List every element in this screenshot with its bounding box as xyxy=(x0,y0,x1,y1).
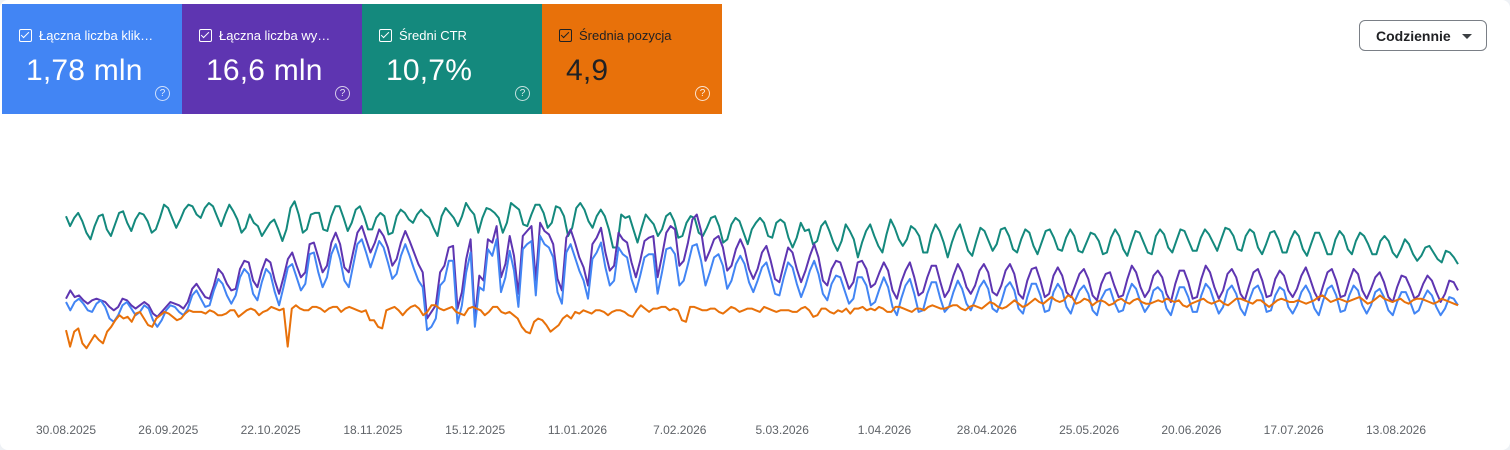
x-tick-label: 5.03.2026 xyxy=(756,423,810,437)
caret-down-icon xyxy=(1462,34,1472,39)
metric-value: 4,9 xyxy=(566,54,609,87)
metric-average-ctr[interactable]: Średni CTR 10,7% ? xyxy=(362,4,542,114)
granularity-dropdown[interactable]: Codziennie xyxy=(1359,20,1487,51)
metric-label: Średni CTR xyxy=(399,28,467,43)
x-tick-label: 13.08.2026 xyxy=(1366,423,1426,437)
metric-value: 10,7% xyxy=(386,54,473,87)
metric-total-clicks[interactable]: Łączna liczba klik… 1,78 mln ? xyxy=(2,4,182,114)
help-circle-icon[interactable]: ? xyxy=(695,86,710,101)
granularity-label: Codziennie xyxy=(1376,27,1451,44)
metric-tiles: Łączna liczba klik… 1,78 mln ? Łączna li… xyxy=(2,4,722,114)
checkbox-checked-icon[interactable] xyxy=(19,29,32,42)
x-tick-label: 1.04.2026 xyxy=(858,423,912,437)
series-line-2 xyxy=(65,235,1459,332)
x-tick-label: 17.07.2026 xyxy=(1264,423,1324,437)
checkbox-checked-icon[interactable] xyxy=(559,29,572,42)
metric-average-position[interactable]: Średnia pozycja 4,9 ? xyxy=(542,4,722,114)
metric-value: 1,78 mln xyxy=(26,54,143,87)
x-tick-label: 22.10.2025 xyxy=(241,423,301,437)
x-tick-label: 11.01.2026 xyxy=(548,423,607,437)
series-line-3 xyxy=(65,294,1459,350)
x-tick-label: 25.05.2026 xyxy=(1059,423,1119,437)
x-tick-label: 26.09.2025 xyxy=(138,423,198,437)
metric-total-impressions[interactable]: Łączna liczba wy… 16,6 mln ? xyxy=(182,4,362,114)
metric-header: Średni CTR xyxy=(379,28,534,43)
metric-header: Średnia pozycja xyxy=(559,28,714,43)
help-circle-icon[interactable]: ? xyxy=(155,86,170,101)
x-tick-label: 18.11.2025 xyxy=(343,423,402,437)
series-line-1 xyxy=(65,213,1459,320)
series-line-0 xyxy=(65,200,1459,265)
metric-label: Łączna liczba wy… xyxy=(219,28,331,43)
metric-label: Łączna liczba klik… xyxy=(39,28,154,43)
metric-label: Średnia pozycja xyxy=(579,28,672,43)
help-circle-icon[interactable]: ? xyxy=(335,86,350,101)
x-tick-label: 28.04.2026 xyxy=(957,423,1017,437)
x-tick-label: 15.12.2025 xyxy=(445,423,505,437)
checkbox-checked-icon[interactable] xyxy=(379,29,392,42)
checkbox-checked-icon[interactable] xyxy=(199,29,212,42)
help-circle-icon[interactable]: ? xyxy=(515,86,530,101)
x-tick-label: 30.08.2025 xyxy=(36,423,96,437)
metric-header: Łączna liczba wy… xyxy=(199,28,354,43)
metric-header: Łączna liczba klik… xyxy=(19,28,174,43)
x-tick-label: 20.06.2026 xyxy=(1161,423,1221,437)
x-tick-label: 7.02.2026 xyxy=(653,423,707,437)
performance-line-chart[interactable]: 30.08.2025 26.09.2025 22.10.2025 18.11.2025… xyxy=(0,120,1510,450)
metric-value: 16,6 mln xyxy=(206,54,323,87)
